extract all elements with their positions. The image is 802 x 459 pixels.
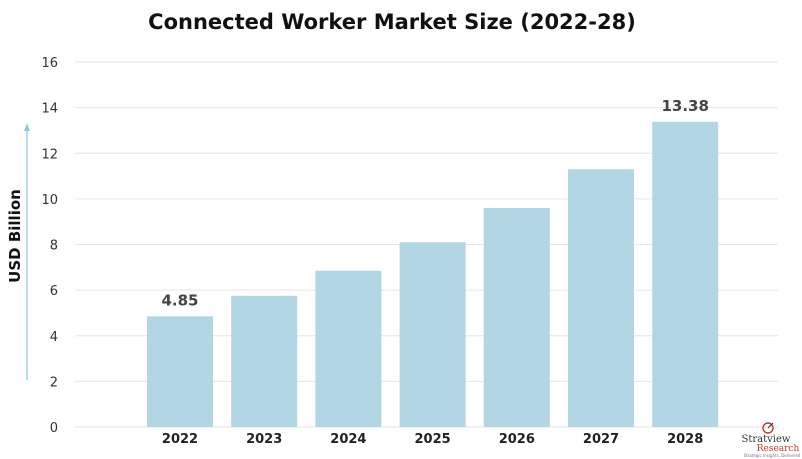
logo-arrow-icon xyxy=(767,422,774,429)
data-label: 13.38 xyxy=(661,97,708,115)
x-tick-label: 2026 xyxy=(499,432,535,447)
data-label: 4.85 xyxy=(161,291,198,309)
chart-title: Connected Worker Market Size (2022-28) xyxy=(148,10,636,34)
bar-2028 xyxy=(652,121,719,428)
y-axis-label: USD Billion xyxy=(6,189,24,283)
y-tick-label: 12 xyxy=(41,147,58,162)
data-labels: 4.85 13.38 xyxy=(161,97,708,310)
y-tick-label: 0 xyxy=(50,421,58,436)
bar-2027 xyxy=(568,169,634,427)
stratview-logo: Stratview Research Strategic Insights, D… xyxy=(742,422,801,458)
y-axis-title-group: USD Billion xyxy=(6,123,30,380)
x-tick-label: 2025 xyxy=(415,432,451,447)
x-tick-label: 2024 xyxy=(330,432,366,447)
bar-2026 xyxy=(483,208,550,427)
bar-2024 xyxy=(315,270,382,427)
y-axis-ticks: 0 2 4 6 8 10 12 14 16 xyxy=(41,56,58,436)
bar-2025 xyxy=(399,242,466,427)
x-tick-label: 2023 xyxy=(246,432,282,447)
bar-2022 xyxy=(147,316,213,427)
y-axis-arrow-head xyxy=(24,123,30,131)
logo-sub: Research xyxy=(757,444,800,454)
x-tick-label: 2022 xyxy=(162,432,198,447)
y-tick-label: 10 xyxy=(41,193,58,208)
y-tick-label: 16 xyxy=(41,56,58,71)
bars xyxy=(147,121,719,428)
y-tick-label: 2 xyxy=(50,375,58,390)
y-tick-label: 14 xyxy=(41,102,58,117)
logo-name: Stratview xyxy=(742,434,791,445)
y-tick-label: 6 xyxy=(50,284,58,299)
logo-target-icon xyxy=(762,422,774,434)
x-tick-label: 2027 xyxy=(583,432,619,447)
x-tick-label: 2028 xyxy=(667,432,703,447)
x-axis-categories: 2022 2023 2024 2025 2026 2027 2028 xyxy=(162,432,703,447)
y-tick-label: 4 xyxy=(50,330,58,345)
bar-2023 xyxy=(231,295,298,427)
y-tick-label: 8 xyxy=(50,239,58,254)
logo-tagline: Strategic Insights, Delivered xyxy=(744,453,801,458)
